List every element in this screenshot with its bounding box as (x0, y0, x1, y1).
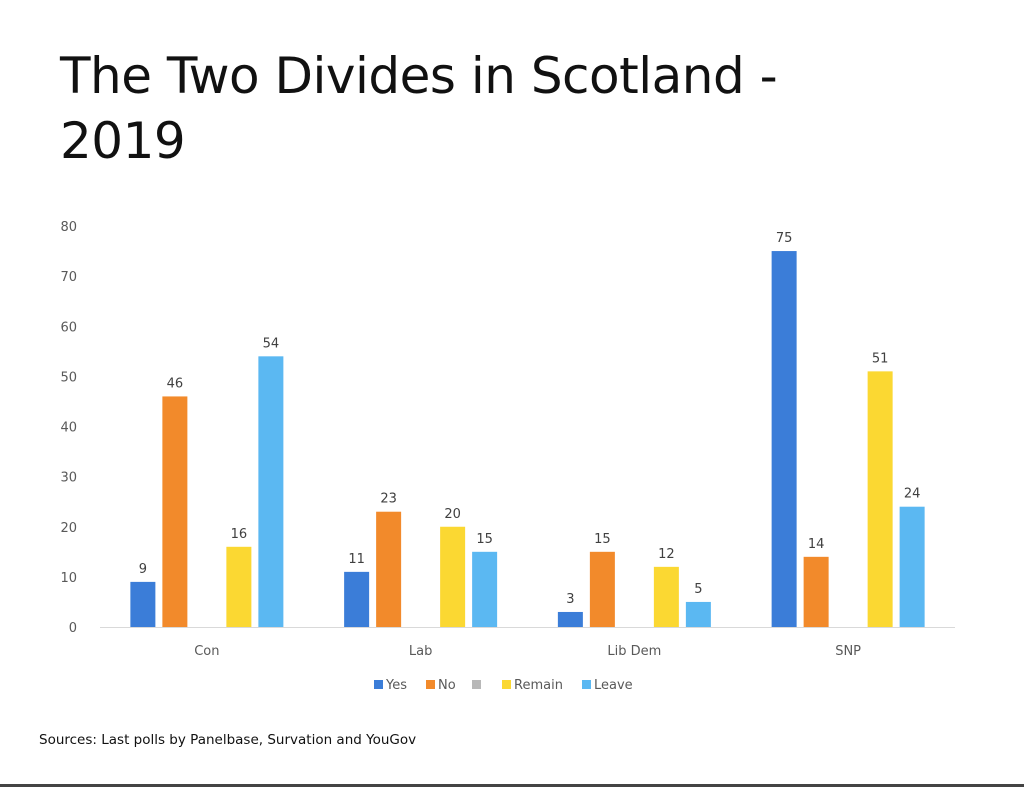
data-label: 51 (872, 351, 889, 366)
y-tick-label: 30 (60, 471, 77, 486)
data-label: 5 (694, 582, 702, 597)
x-category-label: Con (194, 644, 219, 659)
bar-no (803, 556, 829, 627)
data-label: 15 (476, 532, 493, 547)
bar-remain (867, 371, 893, 627)
bar-remain (440, 526, 466, 627)
slide-title: The Two Divides in Scotland - 2019 (60, 47, 778, 170)
bar-leave (258, 356, 284, 627)
bar-leave (472, 551, 498, 627)
data-label: 75 (776, 231, 793, 246)
y-tick-label: 40 (60, 421, 77, 436)
bar-no (589, 551, 615, 627)
bar-remain (653, 566, 679, 627)
data-label: 16 (231, 527, 248, 542)
bar-yes (771, 251, 797, 627)
bar-yes (557, 611, 583, 627)
data-label: 14 (808, 537, 825, 552)
y-tick-label: 10 (60, 571, 77, 586)
bar-leave (685, 601, 711, 627)
legend-swatch (374, 680, 383, 689)
legend-swatch (582, 680, 591, 689)
data-label: 15 (594, 532, 611, 547)
legend-swatch (502, 680, 511, 689)
data-label: 46 (167, 376, 184, 391)
y-tick-label: 20 (60, 521, 77, 536)
bar-no (376, 511, 402, 627)
bar-leave (899, 506, 925, 627)
data-label: 12 (658, 547, 675, 562)
source-note: Sources: Last polls by Panelbase, Survat… (39, 732, 417, 748)
bar-no (162, 396, 188, 627)
bar-remain (226, 546, 252, 627)
data-label: 3 (566, 592, 574, 607)
legend-label: Yes (385, 678, 407, 693)
data-label: 9 (139, 562, 147, 577)
x-category-label: Lab (409, 644, 432, 659)
legend-label: Leave (594, 678, 633, 693)
legend-label: No (438, 678, 456, 693)
bar-yes (344, 571, 370, 627)
data-label: 20 (444, 507, 461, 522)
y-tick-label: 60 (60, 320, 77, 335)
y-tick-label: 80 (60, 220, 77, 235)
y-tick-label: 70 (60, 270, 77, 285)
data-label: 23 (380, 492, 397, 507)
y-tick-label: 0 (69, 621, 77, 636)
bar-yes (130, 581, 156, 627)
y-tick-label: 50 (60, 370, 77, 385)
legend-swatch (472, 680, 481, 689)
legend-label: Remain (514, 678, 563, 693)
data-label: 24 (904, 487, 921, 502)
legend-swatch (426, 680, 435, 689)
x-category-label: Lib Dem (607, 644, 661, 659)
data-label: 11 (348, 552, 365, 567)
bottom-divider (0, 784, 1024, 787)
x-category-label: SNP (835, 644, 861, 659)
data-label: 54 (263, 336, 280, 351)
